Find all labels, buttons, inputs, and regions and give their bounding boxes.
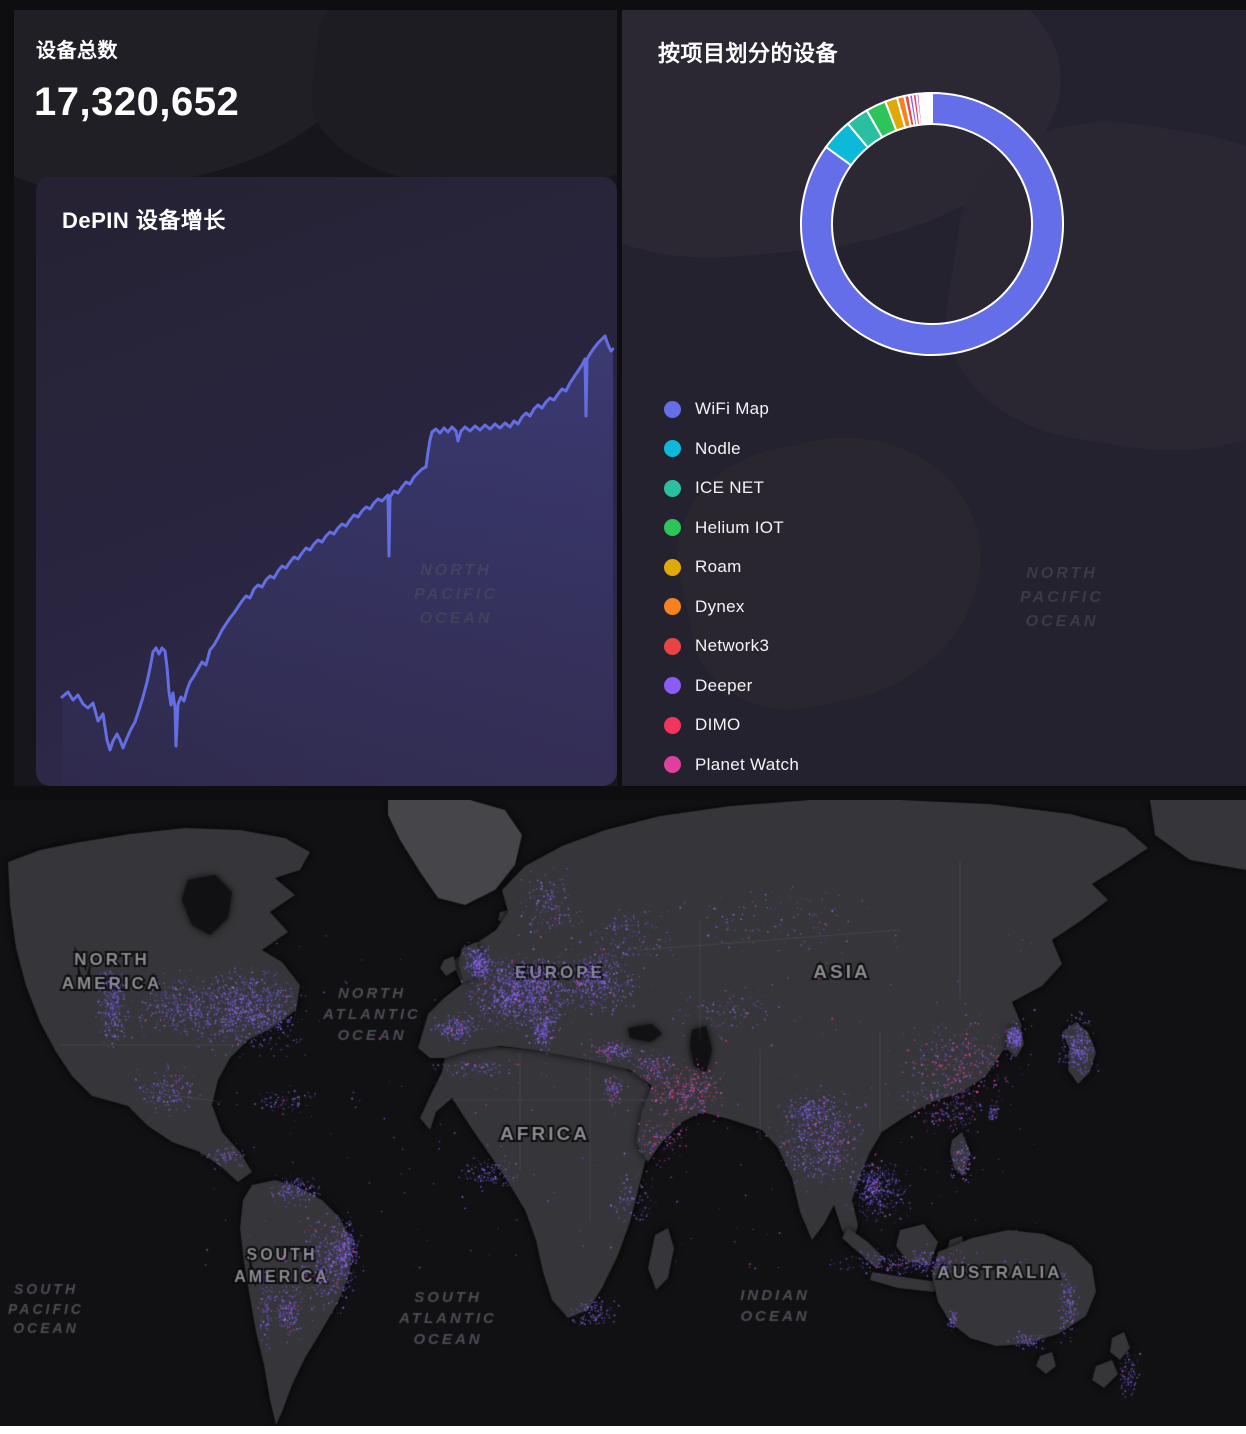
legend-label: Roam <box>695 557 742 576</box>
legend-color-dot <box>664 677 681 694</box>
devices-by-project-donut-chart[interactable] <box>622 10 1246 786</box>
legend-label: Planet Watch <box>695 754 800 774</box>
page-bottom-strip <box>0 1426 1246 1434</box>
legend-item-ice-net[interactable]: ICE NET <box>664 476 764 500</box>
legend-label: WiFi Map <box>695 399 770 418</box>
donut-segment-wifi-map[interactable] <box>800 91 1064 356</box>
legend-color-dot <box>664 756 681 773</box>
legend-item-nodle[interactable]: Nodle <box>664 437 741 461</box>
legend-label: Network3 <box>695 636 770 655</box>
legend-item-dynex[interactable]: Dynex <box>664 595 745 619</box>
legend-color-dot <box>664 440 681 457</box>
legend-color-dot <box>664 400 681 418</box>
line-chart-series <box>60 334 614 752</box>
legend-item-dimo[interactable]: DIMO <box>664 713 741 737</box>
device-growth-line-chart[interactable] <box>58 320 614 786</box>
donut-segment-unlabeled[interactable] <box>918 91 933 126</box>
legend-item-network3[interactable]: Network3 <box>664 634 769 658</box>
legend-color-dot <box>664 479 681 497</box>
total-devices-label: 设备总数 <box>36 40 118 62</box>
legend-item-deeper[interactable]: Deeper <box>664 674 753 698</box>
legend-label: Helium IOT <box>695 517 784 537</box>
legend-item-wifi-map[interactable]: WiFi Map <box>664 397 769 421</box>
devices-by-project-panel: 按项目划分的设备 NORTH PACIFIC OCEAN WiFi Map Nodle… <box>622 10 1246 786</box>
legend-color-dot <box>664 716 681 734</box>
devices-panel: 设备总数 17,320,652 DePIN 设备增长 NORTHPACIFICO… <box>14 10 617 786</box>
top-section: 设备总数 17,320,652 DePIN 设备增长 NORTHPACIFICO… <box>0 0 1246 800</box>
legend-label: Nodle <box>695 438 741 458</box>
legend-item-helium-iot[interactable]: Helium IOT <box>664 516 784 540</box>
legend-label: Dynex <box>695 596 745 616</box>
legend-color-dot <box>664 637 681 655</box>
legend-label: Deeper <box>695 675 753 695</box>
legend-item-planet-watch[interactable]: Planet Watch <box>664 753 799 777</box>
legend-item-roam[interactable]: Roam <box>664 555 742 579</box>
world-map-canvas[interactable] <box>0 800 1246 1426</box>
donut-legend: WiFi Map Nodle ICE NET Helium IOT Roam Dynex N… <box>622 10 942 786</box>
line-chart-area-fill <box>62 336 613 786</box>
total-devices-value: 17,320,652 <box>34 80 240 124</box>
device-growth-title: DePIN 设备增长 <box>62 208 226 233</box>
world-device-map[interactable] <box>0 800 1246 1426</box>
devices-by-project-title: 按项目划分的设备 <box>658 41 839 66</box>
legend-label: DIMO <box>695 715 741 734</box>
legend-label: ICE NET <box>695 478 765 497</box>
legend-color-dot <box>664 558 681 576</box>
legend-color-dot <box>664 598 681 615</box>
legend-color-dot <box>664 519 681 536</box>
